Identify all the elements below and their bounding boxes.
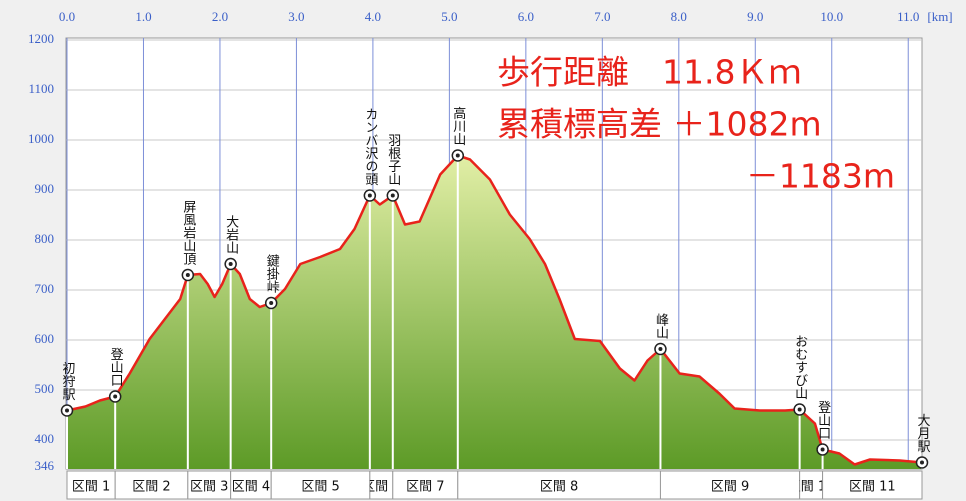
x-tick-label: 11.0 (897, 9, 919, 24)
marker-label: 峰山 (653, 313, 669, 339)
section-label: 区間 3 (190, 480, 228, 495)
section-label: 区間 9 (711, 480, 749, 495)
x-tick-label: 9.0 (747, 9, 763, 24)
marker-label: カンバ沢の頭 (362, 108, 378, 186)
x-tick-label: 5.0 (441, 9, 457, 24)
section-label: 区間 7 (406, 480, 444, 495)
x-tick-label: 7.0 (594, 9, 610, 24)
x-tick-label: 6.0 (518, 9, 534, 24)
section-cell (392, 470, 459, 500)
marker-dot (65, 408, 69, 413)
marker-label: 登山口 (108, 348, 124, 387)
annotation: －1183m (746, 157, 895, 196)
x-tick-label: 3.0 (288, 9, 304, 24)
marker-label: 屏風岩山頂 (180, 200, 196, 265)
marker-dot (920, 460, 924, 465)
section-cell (457, 470, 661, 500)
marker-label: おむすび山 (792, 335, 807, 400)
elevation-line (66, 154, 923, 466)
x-tick-label: 2.0 (212, 9, 228, 24)
section-label: 区間 5 (301, 480, 339, 495)
section-cell (822, 470, 923, 500)
y-tick-label: 346 (35, 458, 55, 473)
section-label: 区間 4 (232, 480, 270, 495)
x-tick-label: 4.0 (365, 9, 381, 24)
y-tick-label: 700 (35, 281, 55, 296)
section-label: 区間 6 (362, 480, 400, 495)
marker-dot (658, 347, 663, 351)
section-cell (659, 470, 801, 500)
section-label: 区間 1 (72, 480, 110, 495)
marker-dot (185, 273, 190, 277)
y-tick-label: 600 (35, 331, 55, 346)
section-label: 区間 11 (849, 480, 896, 495)
section-cell (187, 470, 232, 500)
marker-dot (113, 394, 118, 399)
x-unit: [km] (927, 9, 952, 24)
marker-label: 登山口 (815, 401, 831, 440)
marker-label: 大岩山 (223, 215, 239, 254)
x-tick-label: 0.0 (59, 9, 75, 24)
marker-dot (269, 301, 274, 305)
y-tick-label: 1200 (28, 31, 54, 46)
x-tick-label: 10.0 (820, 9, 843, 24)
y-tick-label: 500 (35, 381, 55, 396)
marker-dot (228, 262, 233, 266)
annotation: 累積標高差 ＋1082m (497, 105, 822, 144)
marker-dot (455, 153, 460, 158)
y-tick-label: 400 (35, 431, 55, 446)
marker-label: 鍵掛峠 (264, 253, 280, 293)
section-cell (66, 470, 116, 500)
section-label: 区間 10 (788, 480, 835, 495)
annotation: 歩行距離 11.8Ｋｍ (497, 53, 801, 92)
section-cell (230, 470, 272, 500)
elevation-area (67, 155, 922, 469)
x-tick-label: 1.0 (135, 9, 151, 24)
y-tick-label: 900 (35, 181, 55, 196)
y-tick-label: 800 (35, 231, 55, 246)
section-label: 区間 2 (132, 480, 170, 495)
y-tick-label: 1000 (28, 131, 54, 146)
y-tick-label: 1100 (28, 81, 54, 96)
section-label: 区間 8 (540, 480, 578, 495)
marker-label: 羽根子山 (385, 134, 401, 186)
section-cell (270, 470, 371, 500)
marker-label: 大月駅 (915, 414, 931, 454)
marker-dot (390, 193, 395, 198)
marker-dot (367, 193, 372, 198)
marker-dot (820, 447, 825, 452)
marker-label: 初狩駅 (60, 362, 76, 402)
marker-label: 高川山 (450, 106, 466, 146)
marker-dot (797, 407, 802, 412)
x-tick-label: 8.0 (671, 9, 687, 24)
